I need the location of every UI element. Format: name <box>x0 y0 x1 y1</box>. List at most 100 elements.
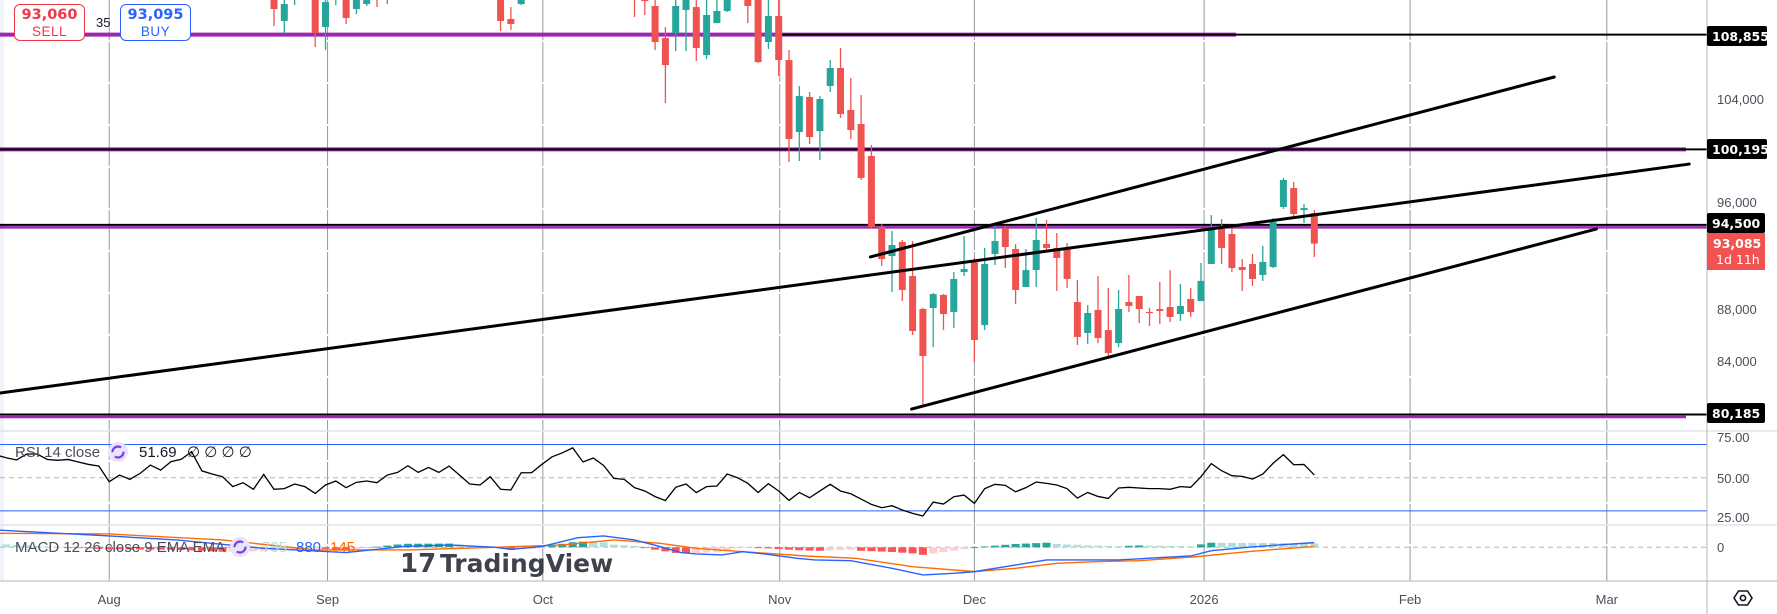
macd-histogram-bar <box>43 546 52 548</box>
candle <box>816 96 824 160</box>
macd-histogram-bar <box>826 547 835 551</box>
macd-histogram-bar <box>197 547 206 551</box>
tradingview-logo: 17 TradingView <box>400 549 613 579</box>
svg-text:94,500: 94,500 <box>1712 216 1761 231</box>
candle-body <box>507 18 515 25</box>
candle-body <box>1290 188 1298 215</box>
horizontal-levels[interactable] <box>0 32 1707 419</box>
candle-body <box>352 0 360 10</box>
macd-histogram-bar <box>785 547 793 550</box>
macd-histogram-bar <box>1083 545 1092 548</box>
macd-histogram-bar <box>1001 544 1010 548</box>
candle-body <box>1053 247 1061 258</box>
macd-histogram-bar <box>125 547 134 550</box>
macd-histogram-bar <box>661 547 670 552</box>
trendlines[interactable] <box>0 75 1691 411</box>
buy-button[interactable]: 93,095 BUY <box>120 4 191 41</box>
sync-icon[interactable] <box>230 537 250 557</box>
candle-body <box>785 60 793 140</box>
trendline[interactable] <box>868 75 1556 259</box>
price-axis[interactable]: 104,000 96,000 88,000 84,000 108,855 100… <box>1706 0 1769 614</box>
candle-body <box>1001 228 1009 248</box>
macd-histogram-bar <box>836 547 845 551</box>
candle-body <box>1125 301 1133 306</box>
rsi-axis-label: 50.00 <box>1717 471 1750 486</box>
macd-histogram-bar <box>249 547 258 552</box>
macd-histogram-bar <box>383 545 392 548</box>
candle-body <box>857 124 865 178</box>
candle-body <box>1166 307 1174 317</box>
candle-body <box>919 309 927 357</box>
macd-histogram-bar <box>980 546 989 548</box>
candle-body <box>1073 301 1081 337</box>
gear-hex-icon[interactable] <box>1733 590 1753 606</box>
time-axis[interactable]: Aug Sep Oct Nov Dec 2026 Feb Mar <box>98 592 1619 607</box>
macd-histogram-bar <box>682 547 690 554</box>
candle-body <box>826 67 834 87</box>
macd-histogram-bar <box>156 547 165 550</box>
candle <box>1259 245 1267 281</box>
candle <box>1001 226 1009 269</box>
macd-pane <box>0 529 1707 576</box>
candle <box>795 86 803 162</box>
rsi-legend[interactable]: RSI 14 close 51.69 ∅ ∅ ∅ ∅ <box>15 442 252 462</box>
svg-text:108,855: 108,855 <box>1712 29 1769 44</box>
macd-histogram-bar <box>939 547 948 553</box>
macd-histogram-bar <box>589 541 598 548</box>
macd-histogram-bar <box>1135 545 1144 548</box>
trendline[interactable] <box>0 162 1691 395</box>
sell-price: 93,060 <box>21 7 78 23</box>
candle-body <box>322 2 329 28</box>
macd-histogram-bar <box>1094 545 1102 548</box>
macd-histogram-bar <box>620 545 629 548</box>
macd-line-value: 880 <box>296 539 321 556</box>
candle <box>1146 307 1153 326</box>
sync-icon[interactable] <box>108 442 128 462</box>
candle <box>1063 243 1071 288</box>
sell-button[interactable]: 93,060 SELL <box>14 4 85 41</box>
candle-body <box>641 0 649 2</box>
level-badge-100195: 100,195 <box>1707 139 1769 159</box>
candle <box>857 95 865 180</box>
macd-histogram-bar <box>640 547 649 549</box>
candle <box>1238 259 1246 291</box>
candle <box>1249 254 1256 286</box>
macd-histogram-bar <box>764 547 773 549</box>
macd-histogram-bar <box>630 545 639 548</box>
rsi-pane <box>0 444 1707 517</box>
candle-body <box>1012 248 1020 290</box>
macd-histogram-bar <box>506 547 515 550</box>
macd-histogram-bar <box>1104 545 1113 548</box>
buy-label: BUY <box>140 24 171 39</box>
candle <box>878 224 886 266</box>
macd-legend[interactable]: MACD 12 26 close 9 EMA EMA 735 880 145 <box>15 537 355 557</box>
macd-histogram-bar <box>815 547 824 551</box>
candle <box>940 294 947 331</box>
macd-histogram-bar <box>64 547 72 549</box>
macd-histogram-bar <box>1227 542 1236 548</box>
price-axis-label: 96,000 <box>1717 195 1757 210</box>
candle-body <box>775 16 783 61</box>
candle-body <box>909 276 917 332</box>
candle <box>672 0 680 52</box>
candle <box>1043 219 1050 251</box>
candle <box>342 0 350 25</box>
time-axis-label: Oct <box>533 592 554 607</box>
candle-body <box>1187 298 1195 312</box>
macd-histogram-bar <box>33 545 42 548</box>
rsi-value: 51.69 <box>139 444 177 461</box>
candle <box>363 0 371 6</box>
candle <box>1197 263 1205 302</box>
candle <box>1176 283 1184 321</box>
macd-histogram-bar <box>342 547 351 550</box>
candle-body <box>1259 261 1267 275</box>
candle-body <box>1207 228 1215 264</box>
macd-histogram-bar <box>177 547 186 550</box>
candle-body <box>1094 309 1102 339</box>
candle-body <box>517 0 525 4</box>
macd-histogram-bar <box>692 547 701 553</box>
macd-histogram-bar <box>651 547 660 550</box>
trendline[interactable] <box>910 227 1599 411</box>
candle-body <box>1300 208 1308 211</box>
